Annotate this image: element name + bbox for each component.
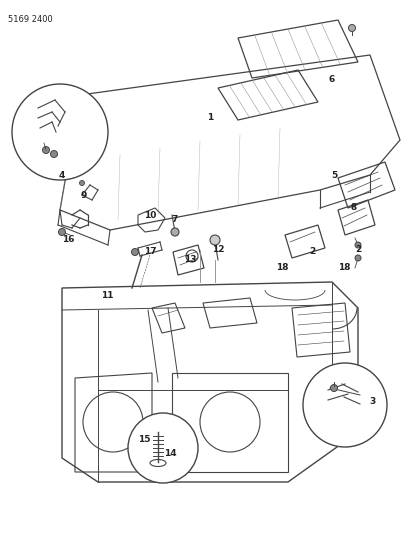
Circle shape	[128, 413, 198, 483]
Circle shape	[42, 147, 49, 154]
Circle shape	[210, 235, 220, 245]
Text: 15: 15	[138, 435, 150, 445]
Text: 9: 9	[81, 191, 87, 200]
Text: 16: 16	[62, 236, 74, 245]
Text: 10: 10	[144, 211, 156, 220]
Text: 14: 14	[164, 448, 176, 457]
Text: 2: 2	[355, 246, 361, 254]
Text: 6: 6	[329, 76, 335, 85]
Text: 18: 18	[338, 263, 350, 272]
Circle shape	[51, 150, 58, 157]
Text: 18: 18	[276, 263, 288, 272]
Circle shape	[355, 255, 361, 261]
Circle shape	[131, 248, 138, 255]
Text: 13: 13	[184, 255, 196, 264]
Text: 5: 5	[331, 171, 337, 180]
Text: 4: 4	[59, 171, 65, 180]
Circle shape	[12, 84, 108, 180]
Text: 3: 3	[369, 398, 375, 407]
Circle shape	[303, 363, 387, 447]
Circle shape	[171, 228, 179, 236]
Circle shape	[330, 384, 337, 392]
Text: 2: 2	[309, 247, 315, 256]
Text: 8: 8	[351, 204, 357, 213]
Text: 12: 12	[212, 246, 224, 254]
Text: 5169 2400: 5169 2400	[8, 15, 53, 24]
Text: 1: 1	[207, 114, 213, 123]
Circle shape	[58, 229, 66, 236]
Circle shape	[348, 25, 355, 31]
Text: 11: 11	[101, 290, 113, 300]
Text: 7: 7	[172, 215, 178, 224]
Circle shape	[355, 242, 361, 248]
Text: 17: 17	[144, 247, 156, 256]
Circle shape	[80, 181, 84, 185]
